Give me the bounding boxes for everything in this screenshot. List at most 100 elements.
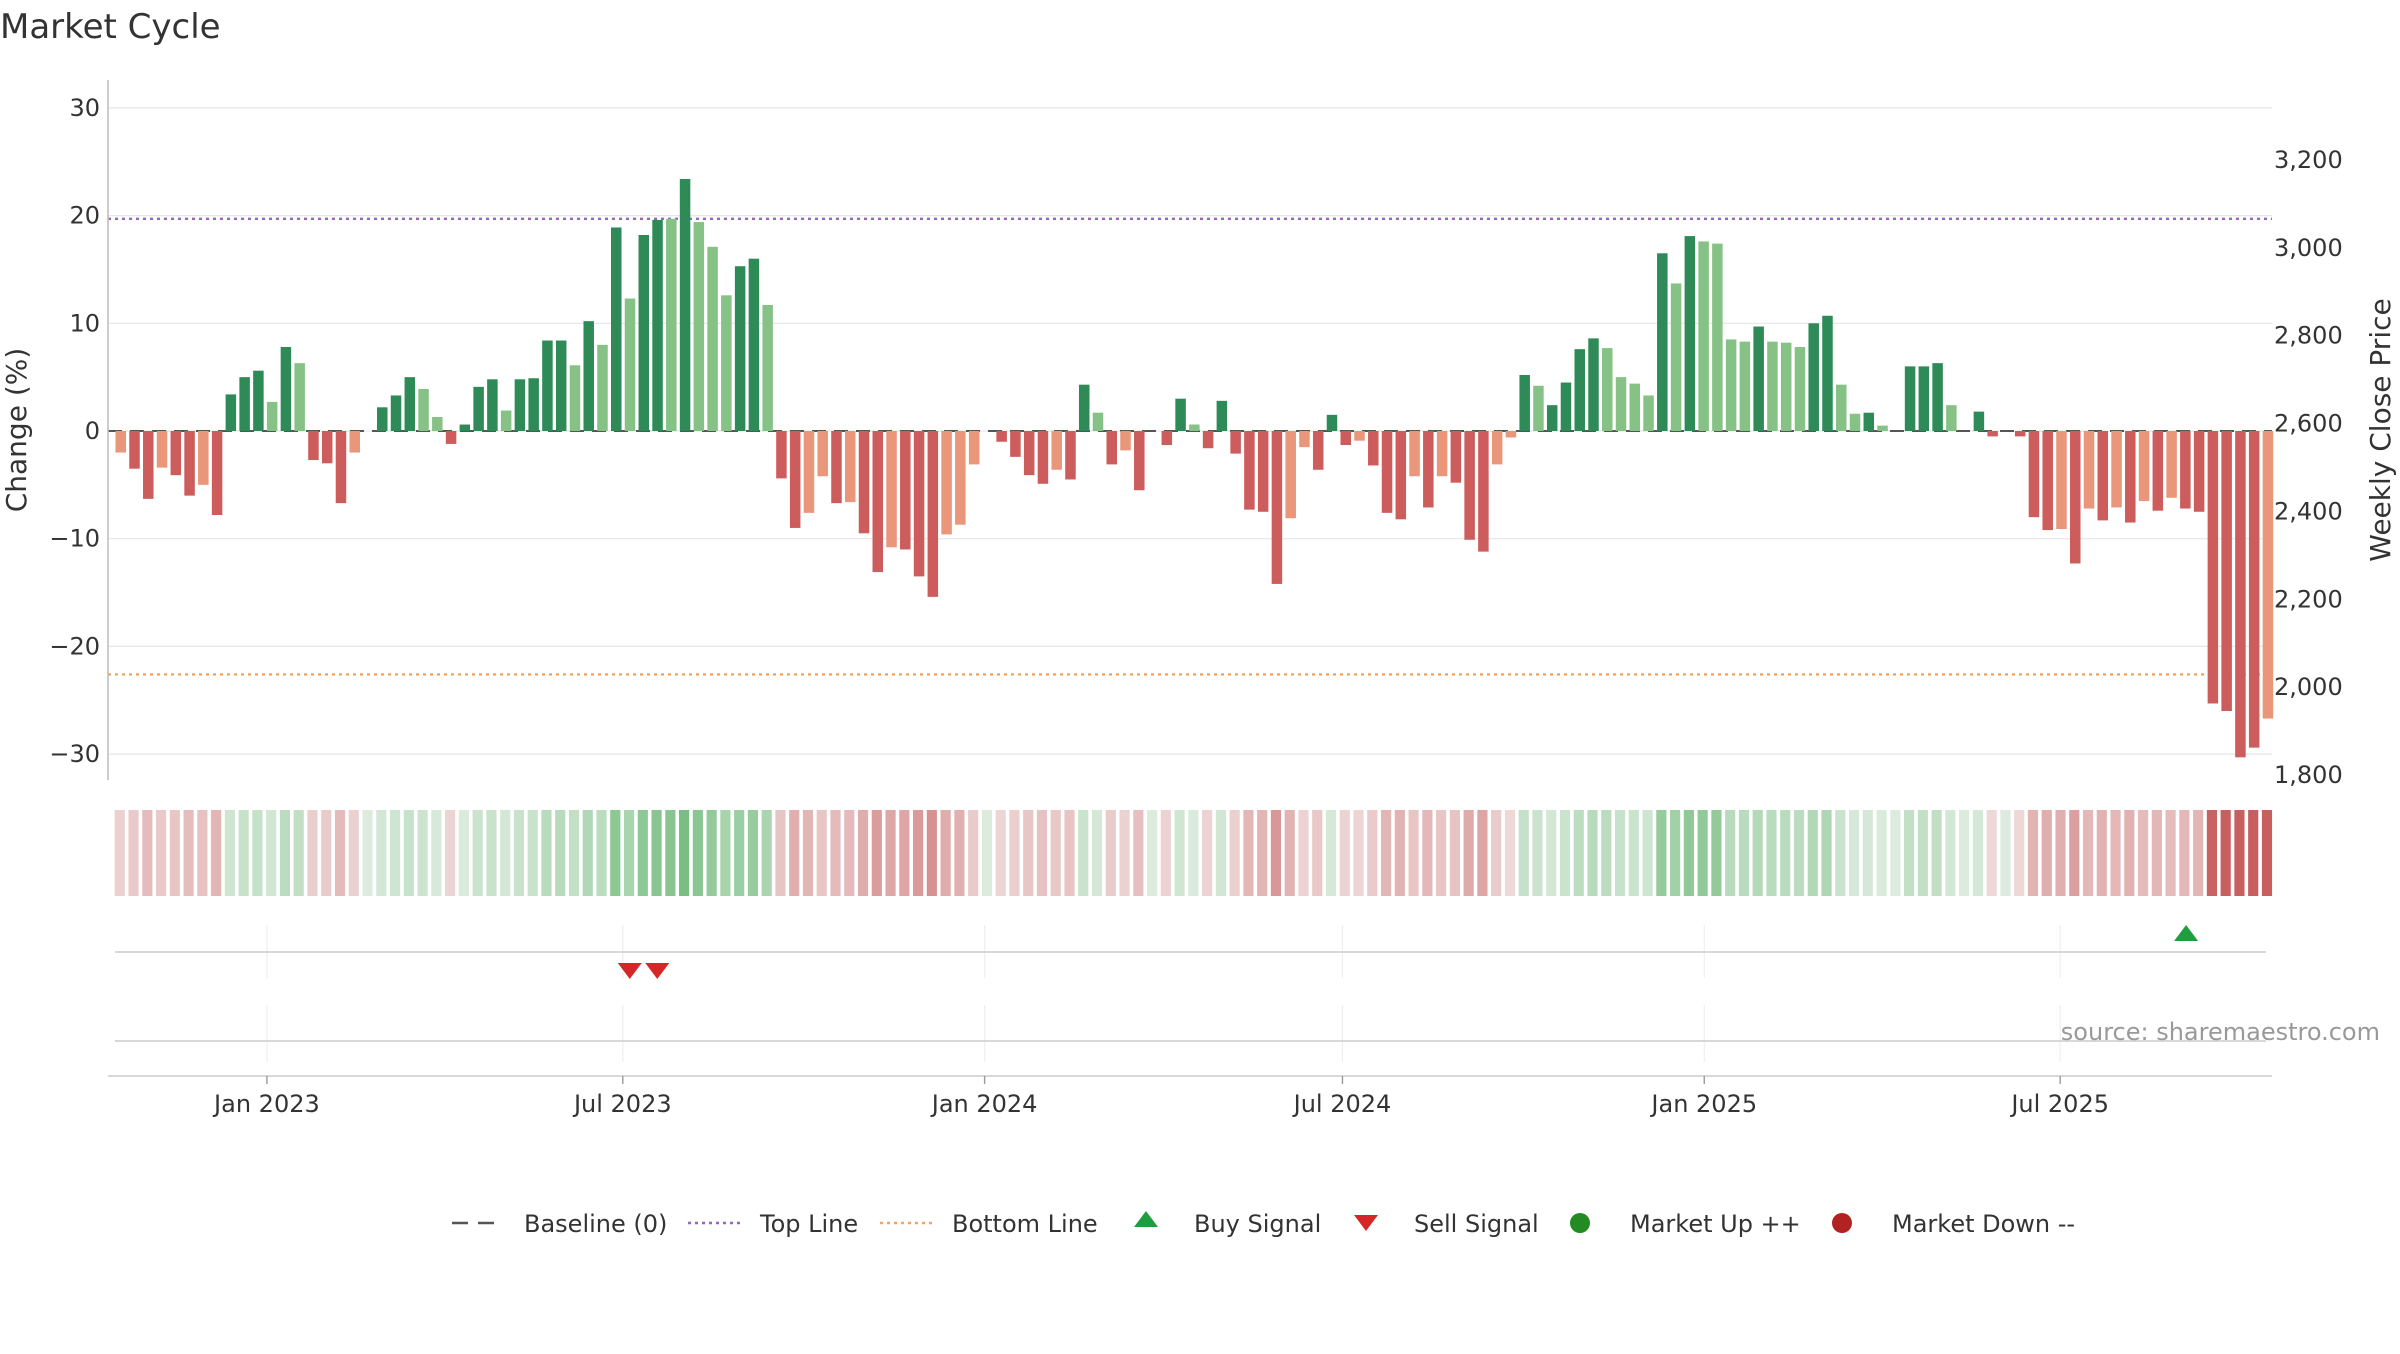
bar: [913, 431, 925, 577]
heat-cell: [1380, 810, 1392, 896]
bar: [280, 346, 292, 431]
bar: [762, 304, 773, 431]
bar: [1946, 405, 1957, 431]
heat-cell: [623, 810, 635, 896]
heat-cell: [2027, 810, 2039, 896]
bar: [1519, 374, 1530, 431]
chart-title: Market Cycle: [0, 7, 221, 47]
heat-cell: [692, 810, 703, 896]
bar: [624, 298, 636, 431]
bar: [335, 431, 347, 504]
bar: [2248, 431, 2260, 748]
bar: [1409, 431, 1420, 477]
y-axis-title-left: Change (%): [0, 348, 33, 513]
bar: [1767, 341, 1778, 431]
bar: [2262, 431, 2274, 719]
y-tick-label-right: 2,600: [2274, 410, 2343, 438]
heat-cell: [1601, 810, 1612, 896]
bar: [734, 266, 746, 431]
bar: [1175, 398, 1186, 431]
heat-cell: [1312, 810, 1323, 896]
bar: [1932, 363, 1943, 431]
bar: [253, 370, 264, 431]
heat-cell: [1931, 810, 1942, 896]
y-tick-label-right: 3,200: [2274, 146, 2343, 174]
bar: [1368, 431, 1379, 466]
bar: [1670, 283, 1682, 431]
reference-lines: [108, 217, 2272, 676]
bar: [1657, 253, 1668, 431]
legend-icon-buy-triangle: [1134, 1211, 1158, 1227]
heat-cell: [445, 810, 456, 896]
bar: [528, 378, 539, 431]
y-tick-label-right: 2,000: [2274, 673, 2343, 701]
bar: [1478, 431, 1489, 552]
bar: [1436, 431, 1448, 477]
heat-cell: [2000, 810, 2011, 896]
heat-cell: [155, 810, 167, 896]
heat-cell: [954, 810, 965, 896]
bar: [390, 395, 402, 431]
heat-cell: [224, 810, 235, 896]
bar: [2056, 431, 2067, 530]
bar: [1505, 431, 1517, 438]
heat-cell: [1587, 810, 1598, 896]
heat-cell: [1972, 810, 1984, 896]
heat-cell: [2096, 810, 2107, 896]
bar: [1051, 431, 1062, 470]
heat-cell: [568, 810, 580, 896]
heat-cell: [1504, 810, 1516, 896]
bar: [1161, 431, 1173, 446]
bar: [693, 222, 705, 431]
bar: [803, 431, 815, 513]
bar: [1340, 431, 1351, 446]
heat-cell: [321, 810, 332, 896]
heat-cell: [802, 810, 814, 896]
heat-cell: [1119, 810, 1130, 896]
sell-signal-marker: [617, 963, 642, 979]
bar: [1423, 431, 1434, 508]
x-tick-label: Jan 2023: [212, 1090, 320, 1118]
bar: [858, 431, 870, 534]
heat-cell: [2193, 810, 2204, 896]
bar: [1065, 431, 1076, 480]
heat-cell: [1202, 810, 1213, 896]
heat-cell: [1725, 810, 1736, 896]
heat-cell: [582, 810, 593, 896]
legend-label: Baseline (0): [524, 1210, 667, 1238]
heat-cell: [968, 810, 979, 896]
heat-cell: [1890, 810, 1901, 896]
heat-cell: [1064, 810, 1075, 896]
legend-label: Market Down --: [1892, 1210, 2075, 1238]
heat-cell: [527, 810, 538, 896]
bar: [225, 394, 237, 431]
heat-cell: [334, 810, 346, 896]
heat-cell: [1408, 810, 1419, 896]
bar: [638, 234, 650, 431]
bar: [1615, 377, 1627, 431]
heat-cell: [830, 810, 841, 896]
heat-cell: [913, 810, 924, 896]
heat-cell: [279, 810, 291, 896]
bar: [996, 431, 1007, 442]
bar: [1120, 431, 1131, 451]
bar: [1450, 431, 1462, 483]
heat-cell: [1257, 810, 1268, 896]
bar: [831, 431, 842, 504]
heat-cell: [541, 810, 552, 896]
heat-cell: [1133, 810, 1144, 896]
bar: [1257, 431, 1269, 512]
heat-cell: [1339, 810, 1350, 896]
heat-cell: [472, 810, 483, 896]
x-tick-label: Jan 2024: [930, 1090, 1038, 1118]
heat-cell: [844, 810, 855, 896]
bar: [707, 246, 718, 431]
heat-cell: [637, 810, 648, 896]
bar: [1629, 383, 1641, 431]
heat-cell: [926, 810, 937, 896]
heat-cell: [596, 810, 607, 896]
bar: [1836, 384, 1847, 431]
heat-cell: [1876, 810, 1887, 896]
bar: [418, 388, 429, 431]
